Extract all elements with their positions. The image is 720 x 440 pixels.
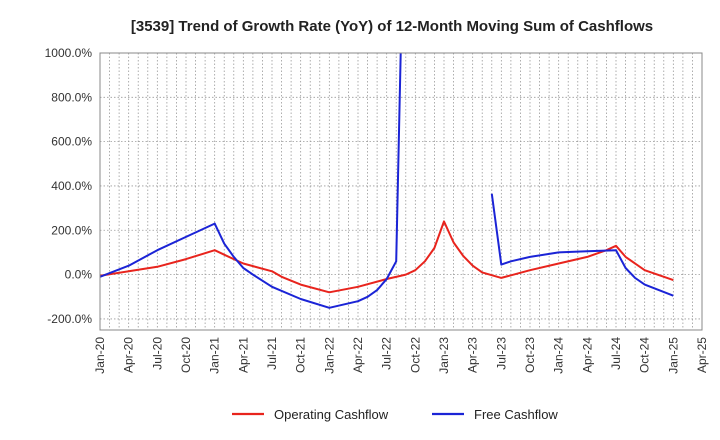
x-tick-label: Apr-24 xyxy=(580,337,594,373)
legend: Operating Cashflow Free Cashflow xyxy=(232,407,558,422)
series-line-free-cashflow xyxy=(490,193,674,297)
x-tick-label: Apr-22 xyxy=(351,337,365,373)
legend-label: Operating Cashflow xyxy=(274,407,389,422)
x-tick-label: Oct-22 xyxy=(408,337,422,373)
x-tick-label: Jan-24 xyxy=(552,337,566,374)
chart-title: [3539] Trend of Growth Rate (YoY) of 12-… xyxy=(131,18,653,35)
y-tick-label: 1000.0% xyxy=(45,46,93,60)
x-tick-label: Apr-25 xyxy=(695,337,709,373)
series-line-free-cashflow xyxy=(100,53,402,309)
series-lines xyxy=(100,53,674,309)
y-axis-ticks: -200.0% 0.0% 200.0% 400.0% 600.0% 800.0% 1000.… xyxy=(45,46,93,326)
x-tick-label: Oct-20 xyxy=(179,337,193,373)
x-tick-label: Jul-20 xyxy=(150,337,164,370)
y-tick-label: 0.0% xyxy=(65,268,93,282)
x-tick-label: Jan-21 xyxy=(208,337,222,374)
y-tick-label: 600.0% xyxy=(51,135,92,149)
y-tick-label: 400.0% xyxy=(51,179,92,193)
x-tick-label: Jan-25 xyxy=(666,337,680,374)
x-tick-label: Apr-23 xyxy=(466,337,480,373)
x-tick-label: Jul-22 xyxy=(380,337,394,370)
y-tick-label: 800.0% xyxy=(51,90,92,104)
x-tick-label: Apr-21 xyxy=(236,337,250,373)
legend-label: Free Cashflow xyxy=(474,407,558,422)
grid xyxy=(99,52,703,330)
x-tick-label: Jan-22 xyxy=(322,337,336,374)
x-tick-label: Oct-23 xyxy=(523,337,537,373)
x-tick-label: Jul-24 xyxy=(609,337,623,370)
series-line-operating-cashflow xyxy=(100,220,674,294)
x-tick-label: Jan-20 xyxy=(93,337,107,374)
x-tick-label: Jul-23 xyxy=(494,337,508,370)
x-tick-label: Oct-24 xyxy=(638,337,652,373)
plot-frame xyxy=(99,52,703,331)
y-tick-label: -200.0% xyxy=(47,312,92,326)
x-tick-label: Jan-23 xyxy=(437,337,451,374)
x-tick-label: Jul-21 xyxy=(265,337,279,370)
x-axis-ticks: Jan-20 Apr-20 Jul-20 Oct-20 Jan-21 Apr-21 Jul-… xyxy=(93,337,709,374)
y-tick-label: 200.0% xyxy=(51,223,92,237)
x-tick-label: Apr-20 xyxy=(122,337,136,373)
x-tick-label: Oct-21 xyxy=(294,337,308,373)
